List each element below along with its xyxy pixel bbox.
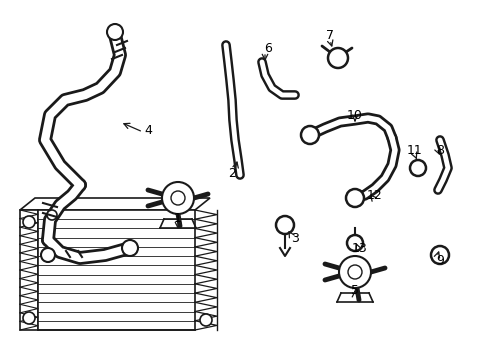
Circle shape	[409, 160, 425, 176]
Text: 11: 11	[407, 144, 422, 157]
Circle shape	[41, 248, 55, 262]
Circle shape	[200, 314, 212, 326]
Bar	[38, 210, 195, 330]
Circle shape	[347, 265, 361, 279]
Polygon shape	[20, 198, 209, 210]
Circle shape	[430, 246, 448, 264]
Text: 3: 3	[290, 231, 298, 244]
Text: 13: 13	[351, 242, 367, 255]
Circle shape	[327, 48, 347, 68]
Text: 10: 10	[346, 108, 362, 122]
Text: 8: 8	[435, 144, 443, 157]
Circle shape	[275, 216, 293, 234]
Circle shape	[23, 216, 35, 228]
Circle shape	[338, 256, 370, 288]
Circle shape	[346, 235, 362, 251]
Circle shape	[162, 182, 194, 214]
Text: 7: 7	[325, 28, 333, 41]
Text: 1: 1	[174, 212, 182, 225]
Text: 5: 5	[350, 284, 358, 297]
Circle shape	[301, 126, 318, 144]
Circle shape	[23, 312, 35, 324]
Circle shape	[346, 189, 363, 207]
Polygon shape	[20, 210, 38, 330]
Circle shape	[107, 24, 123, 40]
Text: 2: 2	[227, 166, 235, 180]
Text: 12: 12	[366, 189, 382, 202]
Circle shape	[122, 240, 138, 256]
Text: 9: 9	[435, 253, 443, 266]
Text: 6: 6	[264, 41, 271, 54]
Circle shape	[171, 191, 184, 205]
Circle shape	[47, 210, 57, 220]
Text: 4: 4	[144, 123, 152, 136]
